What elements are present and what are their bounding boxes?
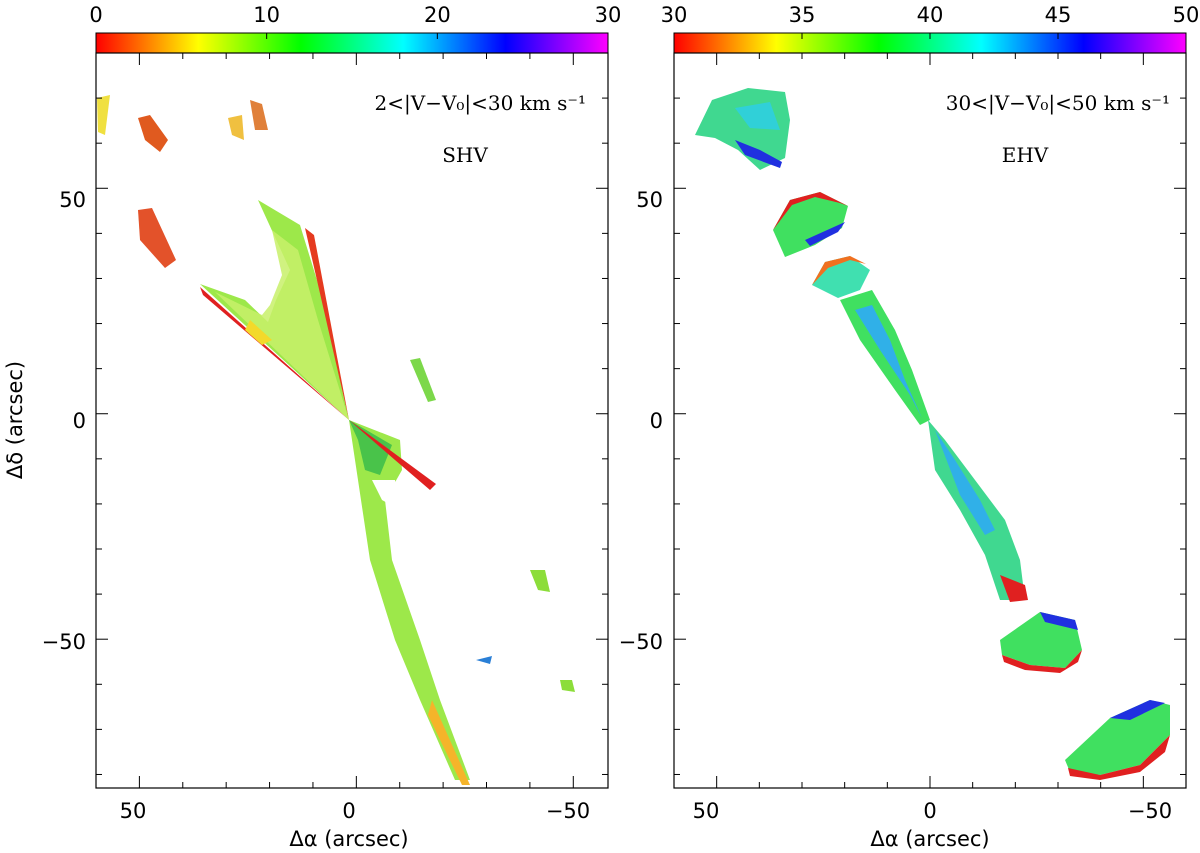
y-tick-label: 0 [73,409,86,433]
shv-south-lobe-edge [349,420,436,490]
colorbar-tick-label: 40 [917,3,944,27]
plot-frame-shv [95,52,609,789]
x-tick-label: 0 [923,799,936,823]
colorbar-tick-label: 30 [661,3,688,27]
x-tick-label: 50 [693,799,720,823]
colorbar-tick-labels-ehv: 30 35 40 45 50 [661,3,1200,27]
ehv-bow-s2 [1065,700,1170,775]
colorbar-tick-label: 50 [1173,3,1200,27]
ehv-jet-south-red [1000,575,1028,602]
ehv-bow-n1 [773,192,848,257]
shv-south-lobe-tail [428,700,470,785]
shv-north-lobe-edge-2 [305,228,349,420]
velocity-range-ehv: 30<|V−V₀|<50 km s⁻¹ [946,91,1170,116]
colorbar-tick-label: 0 [89,3,102,27]
ehv-bow-n1-blue [805,222,845,246]
emission-map-ehv [695,88,1170,780]
shv-knot-n2 [250,100,268,130]
shv-south-lobe-inner [349,420,392,475]
ehv-bow-s2-blue [1110,700,1165,720]
ehv-bow-n1-red [773,192,848,230]
ehv-jet-north-core [855,305,922,418]
velocity-range-shv: 2<|V−V₀|<30 km s⁻¹ [375,91,586,116]
shv-south-patch [372,480,400,510]
colorbar-shv [95,32,609,54]
colorbar-tick-label: 45 [1045,3,1072,27]
x-tick-label: 0 [342,799,355,823]
shv-knot-nw1 [97,95,110,135]
ehv-jet-south-core [935,430,995,535]
shv-north-lobe-inner [215,230,349,420]
axis-ticks-ehv [673,52,1187,788]
y-axis-title-shv: Δδ (arcsec) [3,361,27,479]
colorbar-ticks-shv [95,33,609,39]
ehv-knot-nw-blue [735,140,782,168]
shv-south-lobe [349,420,470,780]
shv-knot-n1 [228,115,244,140]
panel-label-ehv: EHV [1002,143,1049,167]
x-tick-label: −50 [1128,799,1172,823]
colorbar-tick-labels-shv: 0 10 20 30 [89,3,621,27]
plot-frame-ehv [673,52,1187,789]
colorbar-tick-label: 35 [789,3,816,27]
y-tick-label: 50 [636,188,663,212]
panel-label-shv: SHV [442,143,488,167]
colorbar-tick-label: 30 [595,3,622,27]
x-axis-title-ehv: Δα (arcsec) [870,827,989,851]
colorbar-ticks-ehv [673,33,1187,39]
y-tick-label: −50 [42,630,86,654]
ehv-bow-s2-red [1068,735,1170,780]
emission-map-shv [97,95,575,785]
shv-knot-se2 [476,656,492,664]
shv-knot-nw2 [138,115,168,152]
x-axis-title-shv: Δα (arcsec) [289,827,408,851]
x-tick-label: 50 [120,799,147,823]
shv-knot-se3 [560,680,575,692]
y-tick-label: −50 [619,630,663,654]
shv-north-lobe-edge [200,287,349,420]
ehv-bow-n2-red [812,256,866,285]
y-tick-label: 0 [650,409,663,433]
ehv-bow-s1-blue [1040,612,1078,630]
shv-knot-se1 [530,570,550,592]
shv-knot-east [410,358,436,402]
x-tick-label: −50 [546,799,590,823]
colorbar-tick-label: 10 [253,3,280,27]
shv-north-lobe-patch [245,320,272,345]
shv-knot-west [138,208,176,268]
axis-ticks-shv [95,52,608,788]
panel-ehv: 30 35 40 45 50 [619,3,1200,851]
ehv-bow-s1-red [1002,650,1082,673]
ehv-knot-nw-core [735,102,780,130]
y-tick-label: 50 [59,188,86,212]
colorbar-tick-label: 20 [424,3,451,27]
panel-shv: 0 10 20 30 50 0 [3,3,621,851]
